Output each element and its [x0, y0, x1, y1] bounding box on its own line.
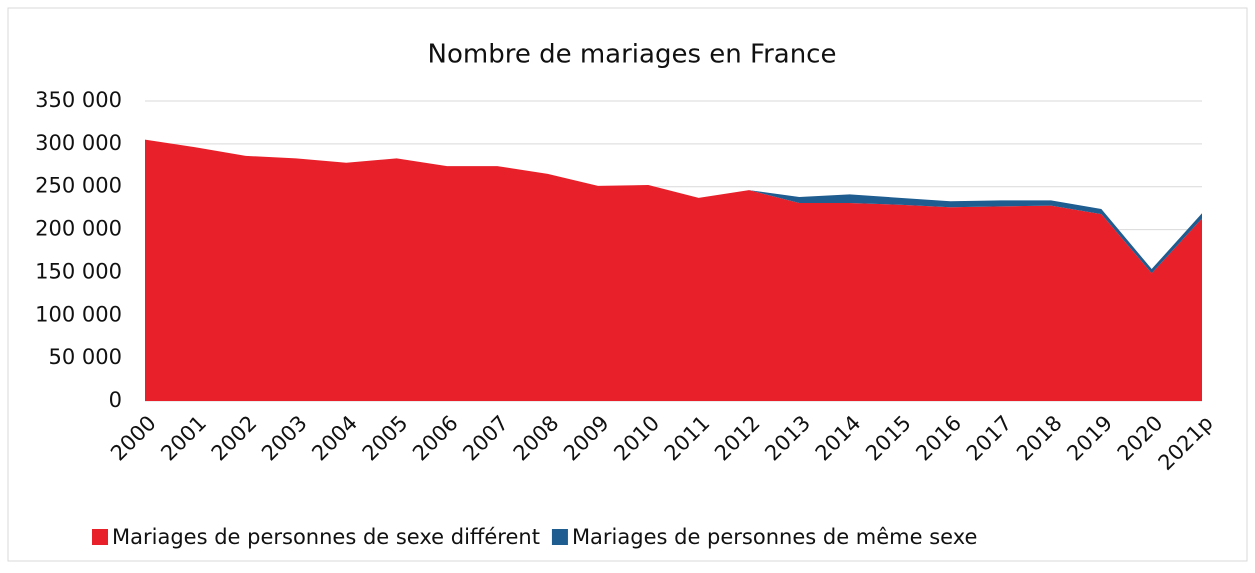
y-tick-label: 0 [109, 388, 122, 412]
y-tick-label: 300 000 [35, 131, 122, 155]
y-tick-label: 250 000 [35, 174, 122, 198]
y-tick-label: 150 000 [35, 259, 122, 283]
area [145, 139, 1202, 402]
y-tick-label: 350 000 [35, 88, 122, 112]
area [145, 139, 1202, 274]
legend-label: Mariages de personnes de même sexe [572, 525, 978, 549]
legend-swatch [92, 529, 108, 545]
legend-swatch [551, 529, 568, 545]
y-tick-label: 50 000 [49, 345, 122, 369]
chart-title: Nombre de mariages en France [428, 40, 837, 70]
y-tick-label: 100 000 [35, 302, 122, 326]
y-tick-label: 200 000 [35, 217, 122, 241]
legend-label: Mariages de personnes de sexe différent [112, 525, 540, 549]
